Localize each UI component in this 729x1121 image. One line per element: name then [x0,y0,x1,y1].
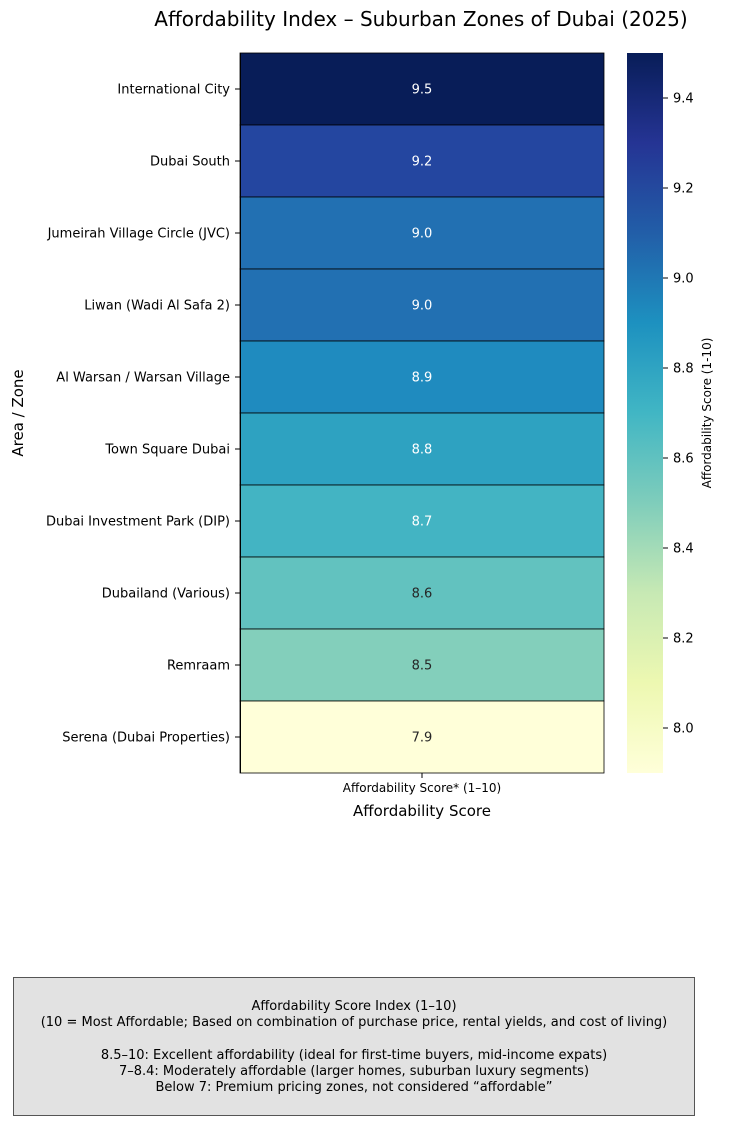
note-subtitle: (10 = Most Affordable; Based on combinat… [40,1015,668,1031]
colorbar-ticks: 8.0 8.2 8.4 8.6 8.8 9.0 9.2 9.4 [663,92,694,737]
colorbar-tick-label: 9.4 [673,92,694,107]
y-axis-label: Area / Zone [9,369,27,456]
cell-value-label: 8.8 [412,443,433,458]
heatmap-cell-dubai-investment-park-dip [239,484,605,558]
heatmap-cell-al-warsan-warsan-village [239,340,605,414]
note-line-moderate: 7–8.4: Moderately affordable (larger hom… [118,1063,590,1079]
cell-value-label: 8.6 [412,587,433,602]
heatmap-cells: 9.5 9.2 9.0 9.0 8.9 8.8 8.7 8.6 8.5 7.9 [239,52,605,774]
cell-value-label: 8.5 [412,659,433,674]
y-tick-label: Dubailand (Various) [102,587,230,602]
heatmap-cell-jumeirah-village-circle-jvc [239,196,605,270]
cell-value-label: 8.7 [412,515,433,530]
chart-title: Affordability Index – Suburban Zones of … [154,7,687,31]
cell-value-label: 9.2 [412,155,433,170]
heatmap-cell-international-city [239,52,605,126]
y-tick-label: Serena (Dubai Properties) [62,731,230,746]
colorbar-tick-label: 9.2 [673,182,694,197]
cell-value-label: 9.0 [412,227,433,242]
y-tick-label: Remraam [167,659,230,674]
y-tick-label: Liwan (Wadi Al Safa 2) [84,299,230,314]
y-tick-label: Dubai Investment Park (DIP) [46,515,230,530]
note-line-excellent: 8.5–10: Excellent affordability (ideal f… [100,1047,608,1063]
note-line-premium: Below 7: Premium pricing zones, not cons… [155,1080,553,1096]
colorbar-tick-label: 8.4 [673,542,694,557]
y-tick-label: Dubai South [150,155,230,170]
heatmap-cell-dubai-south [239,124,605,198]
y-tick-label: Town Square Dubai [104,443,230,458]
cell-value-label: 9.0 [412,299,433,314]
heatmap-cell-serena-dubai-properties [239,700,605,774]
cell-value-label: 9.5 [412,83,433,98]
x-tick-label: Affordability Score* (1–10) [343,781,501,795]
y-tick-label: Al Warsan / Warsan Village [56,371,230,386]
heatmap-cell-town-square-dubai [239,412,605,486]
y-tick-label: International City [117,83,230,98]
heatmap-cell-dubailand-various [239,556,605,630]
colorbar-tick-label: 8.0 [673,722,694,737]
heatmap-chart: Affordability Index – Suburban Zones of … [9,7,714,820]
cell-value-label: 8.9 [412,371,433,386]
legend-note-box: Affordability Score Index (1–10) (10 = M… [13,977,695,1116]
x-axis-label: Affordability Score [353,802,491,820]
colorbar-tick-label: 8.6 [673,452,694,467]
colorbar-tick-label: 9.0 [673,272,694,287]
heatmap-cell-liwan-wadi-al-safa-2 [239,268,605,342]
colorbar-tick-label: 8.2 [673,632,694,647]
note-title: Affordability Score Index (1–10) [251,999,457,1014]
colorbar-label: Affordability Score (1-10) [700,338,714,489]
colorbar [627,53,663,773]
cell-value-label: 7.9 [412,731,433,746]
colorbar-tick-label: 8.8 [673,362,694,377]
y-tick-labels: International City Dubai South Jumeirah Vi… [46,83,240,746]
y-tick-label: Jumeirah Village Circle (JVC) [47,227,230,242]
